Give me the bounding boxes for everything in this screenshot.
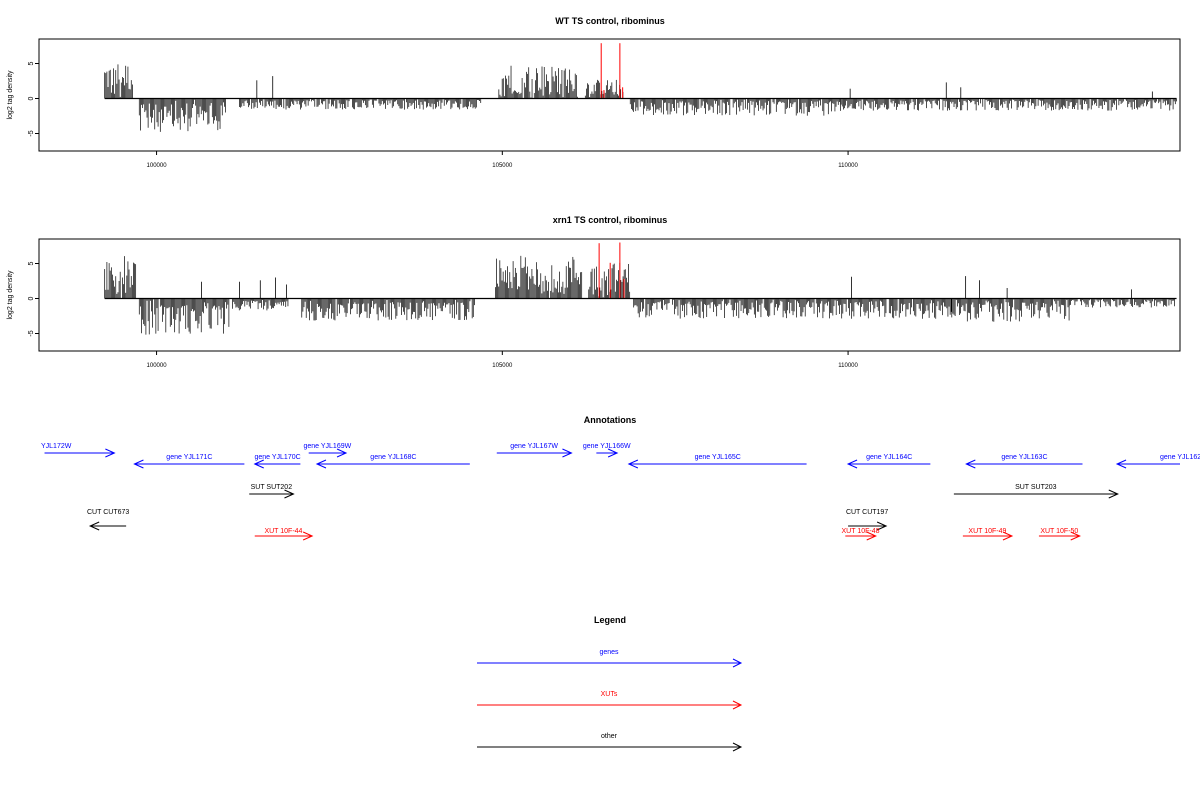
- wt-x-axis: 100000 105000 110000: [147, 151, 859, 169]
- wt-plot-frame: [38, 38, 1181, 152]
- annotation-label: XUT 10F-48: [842, 528, 880, 535]
- annotation-label: SUT SUT202: [251, 484, 293, 491]
- annotation-label: gene YJL169W: [303, 443, 351, 450]
- annotation-gene-yjl164c: gene YJL164C: [846, 454, 931, 469]
- annotation-label: SUT SUT203: [1015, 484, 1057, 491]
- annotation-label: gene YJL162C: [1160, 454, 1200, 461]
- annotation-gene-yjl169w: gene YJL169W: [303, 443, 352, 458]
- xrn1-y-tick-label: -5: [28, 330, 35, 336]
- xrn1-track-title: xrn1 TS control, ribominus: [553, 215, 668, 225]
- annotation-label: gene YJL170C: [254, 454, 300, 461]
- legend-title: Legend: [594, 615, 626, 625]
- legend-label: XUTs: [601, 691, 618, 698]
- legend-item-other: other: [477, 733, 743, 752]
- wt-x-tick-label: 105000: [492, 163, 513, 169]
- annotation-yjl172w: YJL172W: [41, 443, 116, 458]
- annotation-label: gene YJL167W: [510, 443, 558, 450]
- annotation-label: CUT CUT197: [846, 509, 888, 516]
- wt-x-tick-label: 110000: [838, 163, 858, 169]
- xrn1-x-axis: 100000 105000 110000: [147, 351, 859, 369]
- xrn1-x-tick-label: 100000: [147, 363, 168, 369]
- annotation-label: YJL172W: [41, 443, 72, 450]
- xrn1-track-panel: xrn1 TS control, ribominus log2 tag dens…: [7, 215, 1181, 369]
- annotation-label: gene YJL164C: [866, 454, 912, 461]
- annotation-cut-cut197: CUT CUT197: [846, 509, 888, 531]
- xrn1-y-axis-label: log2 tag density: [7, 270, 14, 320]
- legend-item-genes: genes: [477, 649, 743, 668]
- annotation-label: gene YJL165C: [695, 454, 741, 461]
- annotation-gene-yjl171c: gene YJL171C: [133, 454, 245, 469]
- annotation-xut-10f-50: XUT 10F-50: [1038, 528, 1081, 541]
- annotation-gene-yjl163c: gene YJL163C: [965, 454, 1083, 469]
- annotation-xut-10f-44: XUT 10F-44: [254, 528, 314, 541]
- wt-y-tick-label: 5: [28, 61, 35, 65]
- wt-x-tick-label: 100000: [147, 163, 168, 169]
- legend-item-xuts: XUTs: [477, 691, 743, 710]
- wt-y-tick-label: 0: [28, 96, 35, 100]
- legend-label: genes: [599, 649, 619, 656]
- annotation-xut-10f-49: XUT 10F-49: [962, 528, 1014, 541]
- annotations-title: Annotations: [584, 415, 637, 425]
- annotation-xut-10f-48: XUT 10F-48: [842, 528, 880, 541]
- wt-y-axis-label: log2 tag density: [7, 70, 14, 120]
- xrn1-y-tick-label: 0: [28, 296, 35, 300]
- xrn1-x-tick-label: 105000: [492, 363, 513, 369]
- wt-y-tick-label: -5: [28, 130, 35, 136]
- annotation-gene-yjl165c: gene YJL165C: [627, 454, 807, 469]
- legend: genes XUTs other: [477, 649, 743, 752]
- wt-bars: [104, 43, 1177, 132]
- legend-label: other: [601, 733, 618, 740]
- annotation-gene-yjl166w: gene YJL166W: [583, 443, 631, 458]
- annotation-gene-yjl168c: gene YJL168C: [315, 454, 470, 469]
- xrn1-plot-frame: [38, 238, 1181, 352]
- annotation-gene-yjl170c: gene YJL170C: [253, 454, 301, 469]
- annotation-label: gene YJL166W: [583, 443, 631, 450]
- xrn1-y-axis: -5 0 5: [28, 261, 39, 337]
- annotation-label: CUT CUT673: [87, 509, 129, 516]
- wt-track-panel: WT TS control, ribominus log2 tag densit…: [7, 16, 1181, 169]
- annotation-label: gene YJL171C: [166, 454, 212, 461]
- xrn1-x-tick-label: 110000: [838, 363, 858, 369]
- xrn1-bars: [104, 242, 1177, 335]
- xrn1-y-tick-label: 5: [28, 261, 35, 265]
- annotation-cut-cut673: CUT CUT673: [87, 509, 129, 531]
- annotation-gene-yjl167w: gene YJL167W: [496, 443, 573, 458]
- annotation-gene-yjl162c: gene YJL162C: [1115, 454, 1200, 469]
- wt-track-title: WT TS control, ribominus: [555, 16, 665, 26]
- annotation-label: gene YJL163C: [1001, 454, 1047, 461]
- annotation-label: XUT 10F-44: [264, 528, 302, 535]
- annotation-sut-sut202: SUT SUT202: [249, 484, 295, 499]
- wt-y-axis: -5 0 5: [28, 61, 39, 137]
- annotation-label: XUT 10F-49: [968, 528, 1006, 535]
- annotation-label: XUT 10F-50: [1040, 528, 1078, 535]
- annotation-sut-sut203: SUT SUT203: [953, 484, 1119, 499]
- annotation-label: gene YJL168C: [370, 454, 416, 461]
